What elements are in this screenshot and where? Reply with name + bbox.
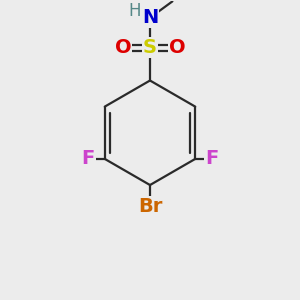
Text: F: F [81,149,94,168]
Text: O: O [169,38,185,57]
Text: N: N [142,8,158,27]
Text: H: H [128,2,141,20]
Text: S: S [143,38,157,57]
Text: F: F [206,149,219,168]
Text: O: O [115,38,131,57]
Text: Br: Br [138,197,162,216]
